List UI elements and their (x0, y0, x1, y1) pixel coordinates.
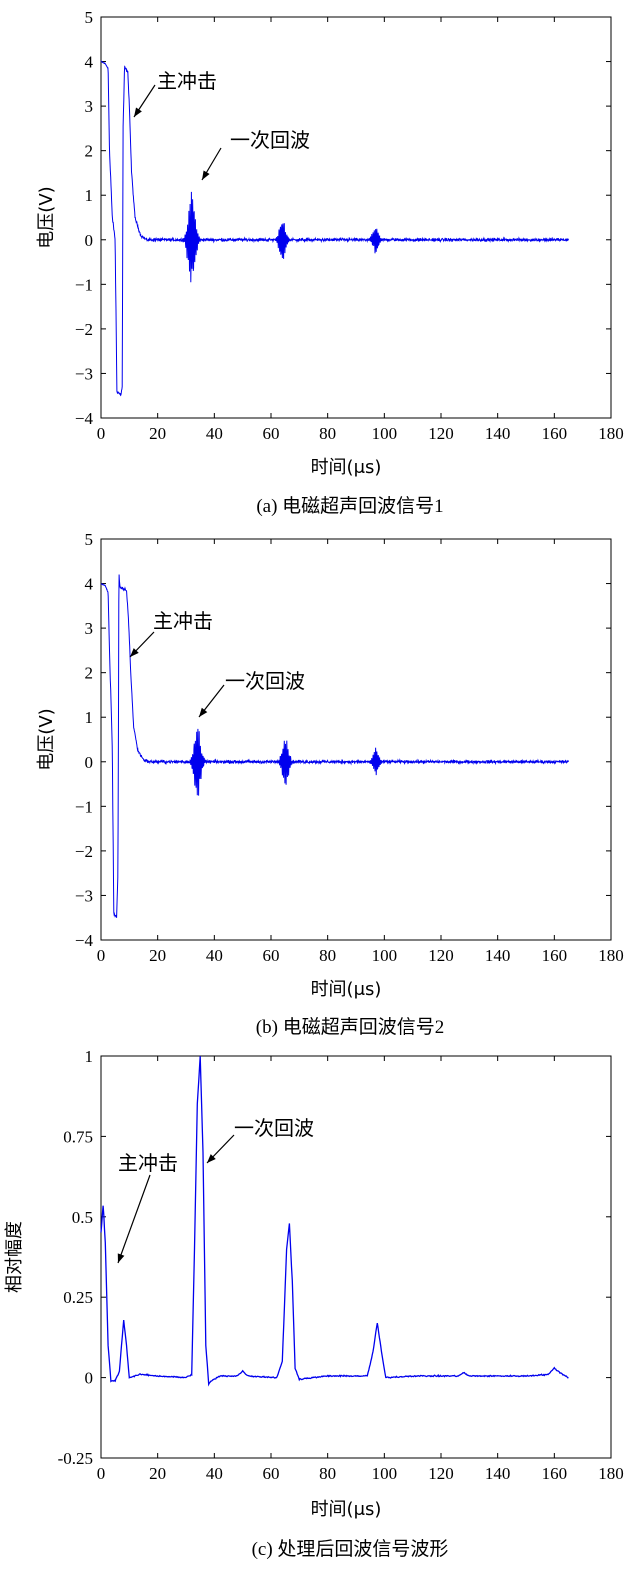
plot-frame (100, 538, 612, 941)
x-axis-label: 时间(μs) (311, 1499, 382, 1520)
x-axis-label: 时间(μs) (311, 979, 382, 1000)
plot-frame (100, 16, 612, 419)
annotation-main-pulse: 主冲击 (157, 69, 217, 93)
x-tick-label: 160 (542, 1464, 568, 1483)
annotation-arrow-head (117, 1253, 125, 1263)
x-tick-label: 140 (485, 946, 511, 965)
x-tick-label: 100 (372, 1464, 398, 1483)
figure-caption: (b) 电磁超声回波信号2 (256, 1016, 444, 1038)
x-tick-label: 180 (598, 946, 624, 965)
annotation-main-pulse: 主冲击 (118, 1151, 178, 1175)
x-tick-label: 60 (263, 1464, 280, 1483)
x-tick-label: 0 (97, 946, 106, 965)
y-axis-label: 相对幅度 (4, 1221, 25, 1293)
y-axis-label: 电压(V) (36, 186, 57, 248)
y-tick-label: 5 (85, 530, 94, 549)
y-axis-label: 电压(V) (36, 708, 57, 770)
x-tick-label: 0 (97, 424, 106, 443)
y-tick-label: 3 (85, 619, 94, 638)
x-tick-label: 80 (319, 424, 336, 443)
x-tick-label: 80 (319, 946, 336, 965)
x-tick-label: 60 (263, 946, 280, 965)
y-tick-label: 1 (85, 186, 94, 205)
y-tick-label: 2 (85, 664, 94, 683)
annotation-main-pulse: 主冲击 (153, 609, 213, 633)
x-tick-label: 20 (149, 1464, 166, 1483)
y-tick-label: −4 (75, 409, 94, 428)
x-tick-label: 80 (319, 1464, 336, 1483)
x-tick-label: 120 (428, 424, 454, 443)
y-tick-label: 0 (85, 1369, 94, 1388)
x-tick-label: 100 (372, 946, 398, 965)
x-tick-label: 180 (598, 424, 624, 443)
y-tick-label: 5 (85, 8, 94, 27)
annotation-arrow-head (202, 170, 210, 180)
x-tick-label: 40 (206, 946, 223, 965)
annotation-arrow-head (199, 707, 208, 717)
annotation-first-echo: 一次回波 (225, 669, 305, 693)
y-tick-label: 0.75 (63, 1127, 93, 1146)
y-tick-label: -0.25 (58, 1449, 93, 1468)
figure-caption: (c) 处理后回波信号波形 (252, 1538, 449, 1560)
y-tick-label: 4 (85, 53, 94, 72)
x-tick-label: 140 (485, 424, 511, 443)
annotation-arrow-line (117, 1174, 151, 1264)
chart-a: 0 20 40 60 80 100 120 140 160 180 −4 −3 −2 −1 0 1 2 3 4 5 主冲… (36, 8, 624, 517)
chart-b: 0 20 40 60 80 100 120 140 160 180 −4 −3 −2 −1 0 1 2 3 4 5 主冲… (36, 530, 624, 1038)
y-tick-label: 1 (85, 1047, 94, 1066)
annotation-first-echo: 一次回波 (234, 1116, 314, 1140)
x-tick-label: 20 (149, 424, 166, 443)
y-tick-label: −3 (75, 364, 93, 383)
y-tick-label: 0.25 (63, 1288, 93, 1307)
x-tick-label: 0 (97, 1464, 106, 1483)
y-tick-label: 0.5 (72, 1208, 93, 1227)
y-tick-label: −4 (75, 931, 94, 950)
x-tick-label: 120 (428, 1464, 454, 1483)
series-line (100, 60, 569, 397)
y-tick-label: −2 (75, 320, 93, 339)
series-line (100, 574, 569, 919)
x-tick-label: 40 (206, 1464, 223, 1483)
y-tick-label: 2 (85, 142, 94, 161)
y-tick-label: −1 (75, 275, 93, 294)
x-axis-label: 时间(μs) (311, 457, 382, 478)
x-tick-label: 100 (372, 424, 398, 443)
y-tick-label: −2 (75, 842, 93, 861)
annotation-arrow-head (134, 107, 142, 117)
x-tick-label: 160 (542, 424, 568, 443)
x-tick-label: 140 (485, 1464, 511, 1483)
y-tick-label: 3 (85, 97, 94, 116)
y-tick-label: −3 (75, 886, 93, 905)
series-line (100, 1056, 569, 1387)
y-tick-label: −1 (75, 797, 93, 816)
figure-caption: (a) 电磁超声回波信号1 (256, 495, 443, 517)
chart-c: 0 20 40 60 80 100 120 140 160 180-0.2500.250.50.7… (4, 1047, 624, 1560)
annotation-first-echo: 一次回波 (230, 128, 310, 152)
annotation-arrow-head (130, 648, 139, 657)
x-tick-label: 40 (206, 424, 223, 443)
y-tick-label: 0 (85, 231, 94, 250)
x-tick-label: 120 (428, 946, 454, 965)
x-tick-label: 60 (263, 424, 280, 443)
x-tick-label: 20 (149, 946, 166, 965)
plot-frame (100, 1055, 612, 1459)
y-tick-label: 0 (85, 753, 94, 772)
x-tick-label: 160 (542, 946, 568, 965)
x-tick-label: 180 (598, 1464, 624, 1483)
y-tick-label: 4 (85, 575, 94, 594)
annotation-arrow-head (207, 1154, 216, 1163)
y-tick-label: 1 (85, 708, 94, 727)
